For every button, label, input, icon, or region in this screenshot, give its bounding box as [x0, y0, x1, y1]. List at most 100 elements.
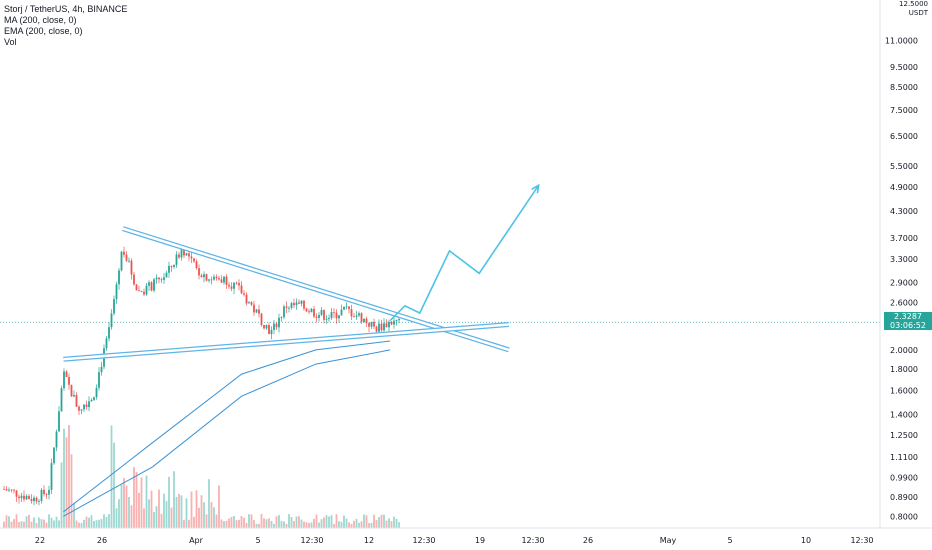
candle-body: [60, 388, 63, 412]
candle-body: [73, 394, 75, 397]
price-tick-label: 1.1100: [890, 453, 918, 462]
candle-body: [328, 317, 330, 320]
candle-body: [268, 325, 270, 335]
volume-bar: [45, 522, 48, 528]
candle-body: [198, 268, 200, 276]
volume-bar: [343, 515, 345, 528]
candle-body: [320, 310, 323, 315]
candle-body: [218, 278, 220, 280]
candle-body: [245, 294, 248, 304]
volume-bar: [145, 475, 148, 528]
volume-bar: [348, 522, 350, 528]
candle-body: [300, 300, 303, 304]
time-tick-label: 19: [475, 536, 485, 545]
volume-bar: [68, 424, 70, 528]
price-tick-label: 1.8000: [890, 365, 918, 374]
candle-body: [40, 489, 43, 502]
price-axis: 11.0000 9.5000 8.5000 7.5000 6.5000 5.5000 4.9…: [879, 0, 918, 528]
volume-bar: [225, 520, 228, 528]
moving-averages: [63, 340, 391, 517]
volume-bar: [133, 467, 135, 528]
volume-bar: [75, 520, 78, 528]
volume-bar: [338, 521, 340, 528]
candle-body: [383, 323, 385, 331]
volume-bar: [305, 522, 308, 528]
candle-body: [175, 254, 178, 265]
volume-bar: [43, 519, 45, 528]
volume-bar: [100, 519, 103, 528]
legend-ema[interactable]: EMA (200, close, 0): [4, 26, 83, 36]
price-tick-label: 11.0000: [885, 36, 918, 45]
candle-body: [333, 312, 335, 313]
candle-body: [358, 313, 360, 316]
volume-bar: [70, 454, 73, 528]
candle-body: [43, 489, 45, 495]
volume-bar: [255, 523, 258, 528]
volume-bar: [313, 518, 315, 528]
candle-body: [133, 274, 135, 285]
volume-bar: [265, 519, 268, 528]
candle-body: [75, 394, 78, 407]
candle-body: [55, 431, 58, 448]
candle-body: [160, 279, 163, 281]
candle-body: [365, 318, 368, 324]
candle-body: [258, 309, 260, 314]
volume-bar: [55, 516, 58, 528]
legend-ma[interactable]: MA (200, close, 0): [4, 15, 77, 25]
volume-bar: [48, 514, 50, 528]
volume-bar: [8, 516, 10, 528]
time-tick-label: 26: [97, 536, 107, 545]
candle-body: [225, 276, 228, 285]
candle-body: [353, 316, 355, 318]
candle-body: [305, 308, 308, 312]
candle-body: [203, 274, 205, 278]
volume-bar: [160, 513, 163, 528]
volume-bar: [290, 516, 293, 528]
candle-body: [370, 322, 373, 327]
volume-bar: [218, 485, 220, 528]
candle-body: [15, 490, 18, 497]
volume-bar: [138, 492, 140, 528]
candle-body: [163, 277, 165, 280]
price-tick-label: 1.2500: [890, 431, 918, 440]
volume-bar: [103, 514, 105, 528]
volume-bar: [263, 518, 265, 528]
legend-vol[interactable]: Vol: [4, 37, 17, 47]
legend-symbol[interactable]: Storj / TetherUS, 4h, BINANCE: [4, 4, 128, 14]
volume-bar: [88, 517, 90, 528]
volume-bar: [208, 479, 210, 528]
volume-bar: [360, 521, 363, 528]
candle-body: [248, 302, 250, 304]
volume-bar: [175, 496, 178, 528]
time-tick-label: 5: [255, 536, 260, 545]
price-axis-header: 12.5000 USDT: [899, 0, 928, 18]
candle-body: [3, 488, 5, 490]
currency-label: USDT: [908, 9, 928, 17]
candle-body: [50, 463, 53, 490]
candle-body: [205, 274, 208, 281]
candle-body: [230, 286, 233, 289]
volume-bar: [268, 518, 270, 528]
time-axis: 22 26 Apr 5 12:30 12 12:30 19 12:30 26 May 5 10 12:30: [0, 527, 932, 545]
volume-bar: [395, 518, 398, 528]
volume-bar: [323, 517, 325, 528]
volume-bar: [28, 514, 30, 528]
volume-bar: [205, 514, 208, 528]
candle-body: [355, 315, 358, 317]
volume-bar: [335, 514, 338, 528]
candle-body: [98, 372, 100, 388]
top-value: 12.5000: [899, 0, 928, 8]
time-tick-label: May: [660, 536, 677, 545]
candle-body: [153, 279, 155, 291]
candle-body: [193, 258, 195, 262]
candle-body: [80, 409, 83, 411]
time-tick-label: 12:30: [850, 536, 873, 545]
candle-body: [285, 306, 288, 308]
candle-body: [150, 282, 153, 291]
price-tick-label: 3.7000: [890, 234, 918, 243]
volume-bar: [353, 520, 355, 528]
candle-body: [68, 377, 70, 385]
candle-body: [173, 264, 175, 267]
